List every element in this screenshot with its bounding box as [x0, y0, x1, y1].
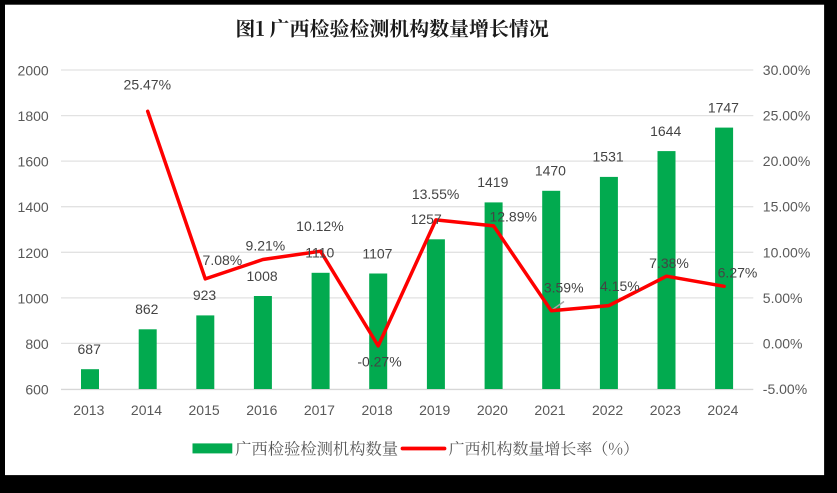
svg-text:9.21%: 9.21% — [246, 237, 286, 253]
svg-text:1800: 1800 — [18, 108, 49, 124]
svg-text:2017: 2017 — [304, 402, 335, 418]
svg-text:5.00%: 5.00% — [763, 290, 803, 306]
svg-text:687: 687 — [78, 341, 102, 357]
svg-text:15.00%: 15.00% — [763, 199, 810, 215]
svg-text:1110: 1110 — [305, 245, 334, 261]
svg-text:2020: 2020 — [477, 402, 508, 418]
svg-text:7.08%: 7.08% — [203, 252, 243, 268]
svg-text:25.47%: 25.47% — [124, 77, 171, 93]
svg-text:1008: 1008 — [247, 268, 278, 284]
svg-text:-5.00%: -5.00% — [763, 381, 807, 397]
svg-text:1644: 1644 — [650, 123, 681, 139]
svg-text:2019: 2019 — [419, 402, 450, 418]
svg-text:1200: 1200 — [18, 245, 49, 261]
svg-text:2013: 2013 — [73, 402, 104, 418]
svg-text:2022: 2022 — [592, 402, 623, 418]
svg-text:6.27%: 6.27% — [718, 264, 758, 280]
svg-text:4.15%: 4.15% — [600, 278, 640, 294]
svg-text:800: 800 — [25, 336, 49, 352]
svg-text:10.00%: 10.00% — [763, 244, 810, 260]
svg-text:1107: 1107 — [362, 245, 392, 261]
svg-text:1000: 1000 — [18, 290, 49, 306]
svg-text:3.59%: 3.59% — [544, 280, 584, 296]
svg-text:2000: 2000 — [18, 63, 49, 79]
svg-text:1531: 1531 — [593, 149, 624, 165]
svg-text:10.12%: 10.12% — [296, 218, 343, 234]
svg-text:2015: 2015 — [189, 402, 220, 418]
svg-text:923: 923 — [193, 287, 217, 303]
svg-text:30.00%: 30.00% — [763, 62, 810, 78]
svg-text:1419: 1419 — [477, 174, 508, 190]
svg-text:-0.27%: -0.27% — [357, 354, 401, 370]
svg-text:1257: 1257 — [411, 211, 442, 227]
svg-text:2024: 2024 — [707, 402, 738, 418]
svg-text:2023: 2023 — [650, 402, 681, 418]
svg-text:1400: 1400 — [18, 199, 49, 215]
svg-text:13.55%: 13.55% — [412, 186, 459, 202]
svg-text:25.00%: 25.00% — [763, 108, 810, 124]
svg-text:7.38%: 7.38% — [649, 255, 689, 271]
svg-text:1600: 1600 — [18, 154, 49, 170]
svg-text:1470: 1470 — [535, 163, 566, 179]
svg-text:0.00%: 0.00% — [763, 335, 803, 351]
svg-text:1747: 1747 — [708, 99, 739, 115]
svg-text:862: 862 — [135, 301, 159, 317]
svg-text:20.00%: 20.00% — [763, 153, 810, 169]
svg-text:2018: 2018 — [362, 402, 393, 418]
svg-text:2016: 2016 — [246, 402, 277, 418]
svg-text:2014: 2014 — [131, 402, 162, 418]
svg-text:600: 600 — [25, 382, 49, 398]
svg-text:12.89%: 12.89% — [489, 208, 536, 224]
svg-text:2021: 2021 — [534, 402, 565, 418]
